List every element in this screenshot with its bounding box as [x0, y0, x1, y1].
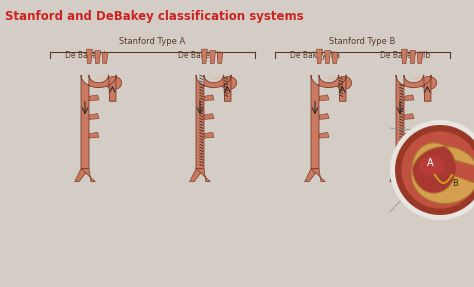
Polygon shape — [326, 76, 337, 79]
Polygon shape — [404, 132, 414, 138]
Ellipse shape — [421, 76, 437, 90]
Polygon shape — [404, 114, 414, 119]
Ellipse shape — [106, 76, 122, 90]
Polygon shape — [311, 169, 325, 182]
Polygon shape — [411, 76, 422, 79]
Polygon shape — [319, 132, 329, 138]
Polygon shape — [396, 169, 410, 182]
Polygon shape — [411, 143, 474, 203]
Text: B: B — [452, 179, 458, 189]
Polygon shape — [75, 169, 89, 182]
Polygon shape — [396, 75, 431, 169]
Polygon shape — [325, 51, 330, 63]
Polygon shape — [89, 114, 99, 119]
Polygon shape — [319, 114, 329, 119]
Polygon shape — [95, 51, 100, 63]
Polygon shape — [332, 53, 338, 63]
Polygon shape — [305, 169, 319, 182]
Text: De Bakey II: De Bakey II — [179, 51, 221, 60]
Polygon shape — [211, 76, 222, 79]
Text: Stanford and DeBakey classification systems: Stanford and DeBakey classification syst… — [5, 10, 304, 23]
Polygon shape — [404, 95, 414, 101]
Ellipse shape — [336, 76, 352, 90]
Polygon shape — [410, 51, 416, 63]
Polygon shape — [190, 169, 204, 182]
Circle shape — [398, 128, 474, 212]
Polygon shape — [81, 75, 116, 169]
Text: Stanford Type B: Stanford Type B — [329, 37, 396, 46]
Polygon shape — [87, 49, 92, 63]
Polygon shape — [204, 114, 214, 119]
Ellipse shape — [419, 156, 445, 176]
Polygon shape — [102, 53, 108, 63]
Polygon shape — [390, 169, 404, 182]
Polygon shape — [217, 53, 223, 63]
Polygon shape — [319, 95, 329, 101]
Ellipse shape — [412, 143, 456, 193]
Polygon shape — [401, 49, 407, 63]
Polygon shape — [96, 76, 107, 79]
Polygon shape — [196, 75, 231, 169]
Polygon shape — [201, 49, 207, 63]
Polygon shape — [311, 75, 346, 169]
Polygon shape — [317, 49, 322, 63]
Polygon shape — [204, 132, 214, 138]
Ellipse shape — [221, 76, 237, 90]
Polygon shape — [89, 95, 99, 101]
Polygon shape — [417, 53, 423, 63]
Text: De Bakey IIIb: De Bakey IIIb — [380, 51, 430, 60]
Polygon shape — [196, 169, 210, 182]
Circle shape — [395, 125, 474, 215]
Text: De Bakey IIIa: De Bakey IIIa — [290, 51, 340, 60]
Circle shape — [390, 120, 474, 220]
Text: A: A — [427, 158, 433, 168]
Polygon shape — [204, 95, 214, 101]
Text: De Bakey I: De Bakey I — [64, 51, 105, 60]
Polygon shape — [89, 132, 99, 138]
Polygon shape — [81, 169, 95, 182]
Polygon shape — [210, 51, 216, 63]
Circle shape — [402, 132, 474, 208]
Text: Stanford Type A: Stanford Type A — [119, 37, 186, 46]
